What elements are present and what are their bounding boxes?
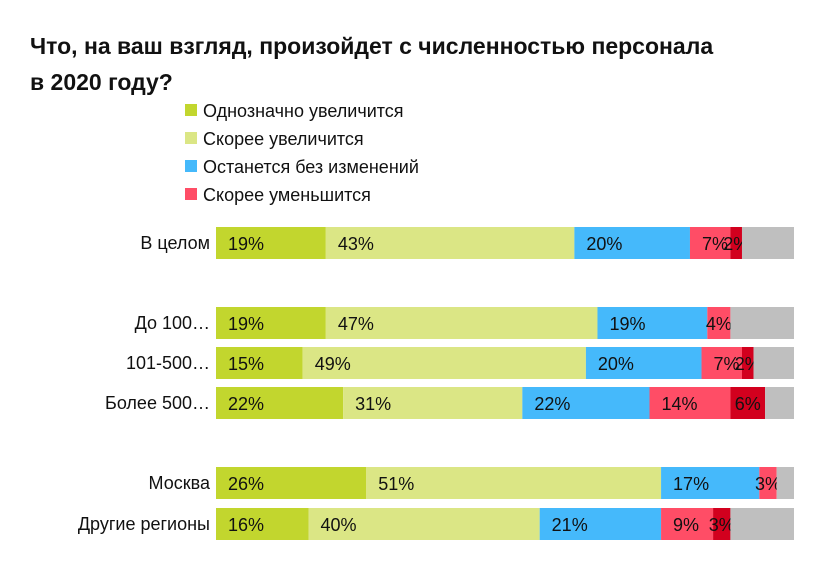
bar-segment [707,307,731,339]
bar-segment [216,347,303,379]
bar-segment [343,387,523,419]
bar-segment [216,387,344,419]
data-label: 21% [552,515,588,535]
bar-segment [753,347,794,379]
bar-segment [741,227,794,259]
bar-segment [325,307,598,339]
data-label: 15% [228,354,264,374]
legend-label: Однозначно увеличится [203,101,404,121]
data-label: 19% [228,314,264,334]
bar-segment [574,227,690,259]
bar-segment [765,387,794,419]
bar-segment [776,467,794,499]
data-label: 7% [702,234,728,254]
bar-segment [216,227,326,259]
chart-title: Что, на ваш взгляд, произойдет с численн… [30,33,714,95]
bar-segment [539,508,662,540]
data-label: 26% [228,474,264,494]
data-label: 14% [662,394,698,414]
legend-swatch [185,104,197,116]
bar-segment [730,508,794,540]
legend-swatch [185,132,197,144]
data-label: 31% [355,394,391,414]
category-label: 101-500… [126,353,210,373]
bar-segment [216,508,309,540]
bar-segment [701,347,742,379]
bar-segment [302,347,586,379]
category-label: В целом [140,233,210,253]
data-label: 40% [320,515,356,535]
bar-segment [522,387,650,419]
data-label: 49% [315,354,351,374]
data-label: 51% [378,474,414,494]
bar-segment [366,467,662,499]
data-label: 17% [673,474,709,494]
bar-segment [730,307,794,339]
data-label: 9% [673,515,699,535]
bar-segment [730,387,766,419]
bar-segment [308,508,540,540]
bar-segment [759,467,777,499]
bar-segment [713,508,731,540]
data-label: 20% [598,354,634,374]
bar-segment [325,227,575,259]
bar-segment [661,467,760,499]
category-label: Другие регионы [78,514,210,534]
bar-segment [689,227,731,259]
data-label: 3% [709,515,735,535]
legend-label: Останется без изменений [203,157,419,177]
data-label: 16% [228,515,264,535]
bar-segment [597,307,708,339]
bar-segment [730,227,742,259]
bar-segment [741,347,754,379]
bar-segment [216,467,367,499]
bar-segment [585,347,702,379]
bar-segment [649,387,731,419]
data-label: 4% [706,314,732,334]
data-label: 43% [338,234,374,254]
legend-label: Скорее уменьшится [203,185,371,205]
data-label: 47% [338,314,374,334]
data-label: 7% [714,354,740,374]
data-label: 19% [228,234,264,254]
data-label: 20% [586,234,622,254]
data-label: 22% [228,394,264,414]
data-label: 3% [755,474,781,494]
legend-swatch [185,160,197,172]
category-label: До 100… [135,313,210,333]
data-label: 19% [609,314,645,334]
category-label: Более 500… [105,393,210,413]
legend-label: Скорее увеличится [203,129,364,149]
legend-swatch [185,188,197,200]
bar-segment [661,508,714,540]
data-label: 6% [735,394,761,414]
category-label: Москва [149,473,211,493]
bar-segment [216,307,326,339]
data-label: 22% [534,394,570,414]
